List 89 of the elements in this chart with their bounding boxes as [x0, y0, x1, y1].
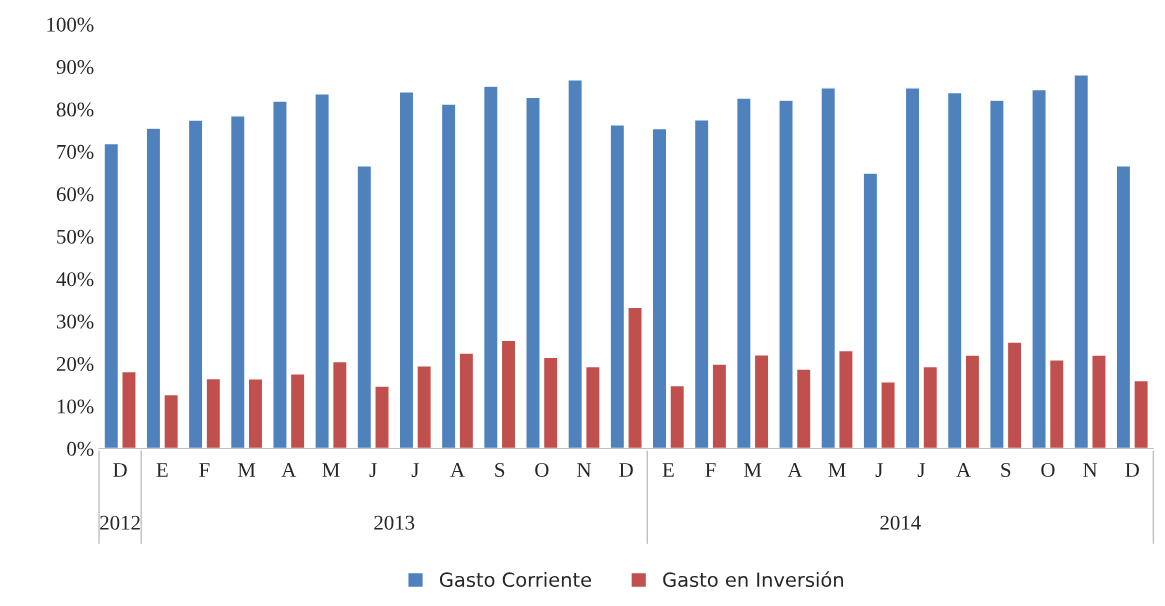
- y-tick-label: 50%: [57, 229, 94, 244]
- x-tick-label: O: [1041, 462, 1055, 477]
- bar: [1006, 341, 1023, 449]
- y-tick-label: 0%: [67, 441, 94, 456]
- x-tick-label: D: [1125, 463, 1139, 477]
- legend-label: Gasto Corriente: [439, 571, 592, 588]
- y-tick-label: 100%: [47, 17, 94, 32]
- x-tick-label: E: [662, 463, 674, 477]
- x-tick-label: M: [828, 463, 846, 477]
- x-tick-label: N: [1083, 463, 1098, 477]
- y-tick-label: 90%: [56, 60, 94, 75]
- bar: [542, 356, 559, 449]
- bar: [989, 99, 1005, 449]
- bar: [904, 87, 921, 449]
- y-tick-label: 30%: [56, 314, 94, 329]
- bar: [331, 360, 348, 449]
- x-tick-label: A: [450, 463, 465, 477]
- bar: [1115, 165, 1132, 449]
- bar: [398, 90, 415, 449]
- bar: [778, 99, 794, 449]
- bar: [314, 93, 330, 449]
- bar: [946, 91, 963, 449]
- bar: [187, 119, 204, 449]
- x-tick-label: M: [237, 463, 256, 477]
- bar: [964, 354, 981, 449]
- x-tick-label: F: [705, 463, 716, 477]
- bar: [567, 79, 584, 449]
- bar: [247, 378, 264, 449]
- x-tick-label: E: [156, 463, 168, 477]
- x-tick-label: S: [495, 462, 505, 477]
- bar: [121, 370, 137, 449]
- x-tick-label: J: [369, 463, 377, 477]
- bar: [205, 377, 222, 449]
- bar: [525, 96, 541, 449]
- x-tick-label: D: [113, 463, 127, 477]
- x-tick-label: J: [411, 463, 419, 477]
- bar: [838, 349, 854, 449]
- bar: [500, 339, 517, 449]
- y-tick-label: 60%: [56, 187, 94, 202]
- bar: [795, 368, 812, 449]
- x-tick-label: A: [281, 463, 297, 477]
- x-tick-label: M: [322, 463, 340, 477]
- bar: [416, 365, 433, 449]
- bar: [163, 393, 180, 449]
- x-tick-label: O: [535, 462, 549, 477]
- bar: [289, 373, 306, 449]
- bar: [862, 172, 879, 449]
- bar: [669, 384, 686, 449]
- bar: [693, 118, 710, 449]
- bar: [711, 363, 728, 449]
- legend-label: Gasto en Inversión: [663, 571, 843, 588]
- text: 2014: [880, 515, 921, 530]
- bar: [651, 127, 668, 449]
- bar: [482, 85, 499, 449]
- x-tick-label: F: [199, 463, 210, 477]
- x-tick-label: M: [744, 463, 762, 477]
- y-tick-label: 20%: [56, 356, 94, 372]
- x-tick-label: A: [956, 463, 971, 477]
- bar: [735, 97, 752, 449]
- bar: [103, 142, 120, 449]
- bar: [1031, 88, 1047, 449]
- bar: [585, 365, 601, 449]
- bar: [374, 385, 390, 449]
- bar: [922, 365, 939, 449]
- bar: [880, 381, 896, 449]
- x-tick-label: J: [875, 463, 883, 477]
- bar: [627, 306, 643, 449]
- bar: [753, 353, 770, 449]
- bar: [1091, 354, 1107, 449]
- x-tick-label: J: [917, 463, 926, 477]
- bar: [1133, 379, 1149, 449]
- y-tick-label: 10%: [57, 399, 94, 414]
- bar: [145, 127, 162, 449]
- text: 2013: [374, 515, 415, 530]
- x-tick-label: S: [1001, 462, 1011, 477]
- y-tick-label: 80%: [56, 102, 94, 117]
- y-tick-label: 70%: [57, 144, 94, 159]
- y-tick-label: 40%: [56, 272, 94, 287]
- bar: [820, 87, 837, 449]
- bar: [609, 124, 626, 449]
- bar: [1048, 359, 1065, 449]
- x-tick-label: A: [787, 463, 803, 477]
- x-tick-label: N: [577, 463, 592, 477]
- bar: [1073, 74, 1090, 449]
- text: 2012: [100, 515, 140, 530]
- bar: [356, 165, 373, 449]
- bar: [272, 100, 288, 449]
- x-tick-label: D: [619, 463, 633, 477]
- bar: [229, 115, 246, 449]
